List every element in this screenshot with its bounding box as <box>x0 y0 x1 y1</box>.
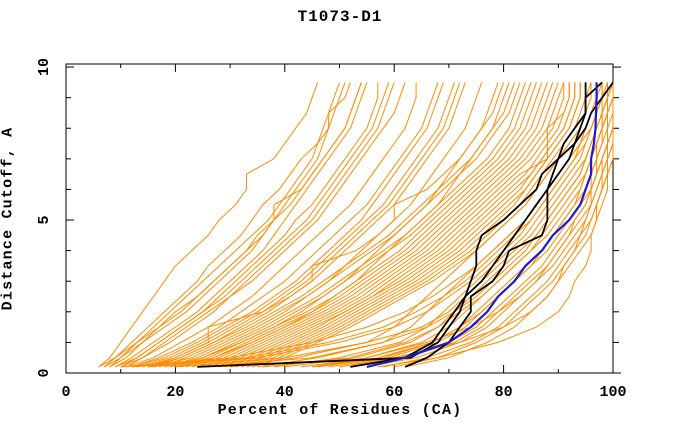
x-axis-title: Percent of Residues (CA) <box>217 402 463 419</box>
axis-ticks <box>65 64 621 374</box>
curve-models <box>158 82 521 368</box>
curve-highlighted-black <box>350 81 614 368</box>
curve-models <box>148 82 603 368</box>
series-highlighted-black <box>197 81 614 368</box>
curve-models <box>98 82 319 368</box>
curve-models <box>147 82 505 368</box>
curve-models <box>120 82 406 368</box>
curve-models <box>240 82 581 368</box>
curve-models <box>197 82 559 368</box>
curve-models <box>125 82 395 368</box>
curve-models <box>186 82 548 368</box>
curve-models <box>175 82 510 368</box>
curve-models <box>230 82 592 368</box>
curve-models <box>114 82 368 368</box>
curve-models <box>131 82 603 368</box>
curve-models <box>312 82 608 368</box>
curve-models <box>120 82 598 368</box>
curve-highlighted-black <box>197 81 603 368</box>
x-tick-label: 40 <box>276 384 294 401</box>
tick-labels: 0 20 40 60 80 100 0 5 10 <box>36 58 627 401</box>
curve-models <box>350 82 614 368</box>
curve-models <box>208 82 565 368</box>
curve-models <box>262 82 608 368</box>
curve-models <box>229 82 576 368</box>
x-tick-label: 20 <box>166 384 184 401</box>
curve-models <box>126 82 417 368</box>
y-axis-title: Distance Cutoff, A <box>0 126 17 311</box>
curve-models <box>103 82 351 368</box>
curve-models <box>131 82 444 368</box>
curve-highlighted-blue <box>366 82 598 368</box>
curve-models <box>131 82 439 368</box>
curve-models <box>147 82 466 368</box>
curve-models <box>235 82 581 368</box>
y-tick-label: 10 <box>36 58 53 76</box>
series-highlighted-blue <box>366 82 598 368</box>
curve-models <box>109 82 340 368</box>
curve-models <box>213 82 570 368</box>
series-models <box>98 82 614 368</box>
curve-models <box>104 82 346 368</box>
curve-models <box>98 82 362 368</box>
curve-models <box>164 82 499 368</box>
curve-models <box>202 82 565 368</box>
curve-models <box>164 82 526 368</box>
y-tick-label: 0 <box>36 368 53 377</box>
curve-models <box>136 82 455 368</box>
curve-models <box>175 82 537 368</box>
curve-models <box>153 82 515 368</box>
curve-models <box>169 82 532 368</box>
curve-models <box>191 82 554 368</box>
y-tick-label: 5 <box>36 216 53 225</box>
curve-models <box>219 82 570 368</box>
curve-highlighted-black <box>404 82 587 368</box>
curve-models <box>377 82 614 368</box>
curve-models <box>180 82 543 368</box>
curve-models <box>120 82 390 368</box>
x-tick-label: 0 <box>61 384 70 401</box>
x-tick-label: 60 <box>385 384 403 401</box>
chart-title: T1073-D1 <box>297 8 383 26</box>
curve-models <box>142 82 461 368</box>
x-tick-label: 100 <box>599 384 626 401</box>
curve-models <box>339 82 614 368</box>
x-tick-label: 80 <box>495 384 513 401</box>
